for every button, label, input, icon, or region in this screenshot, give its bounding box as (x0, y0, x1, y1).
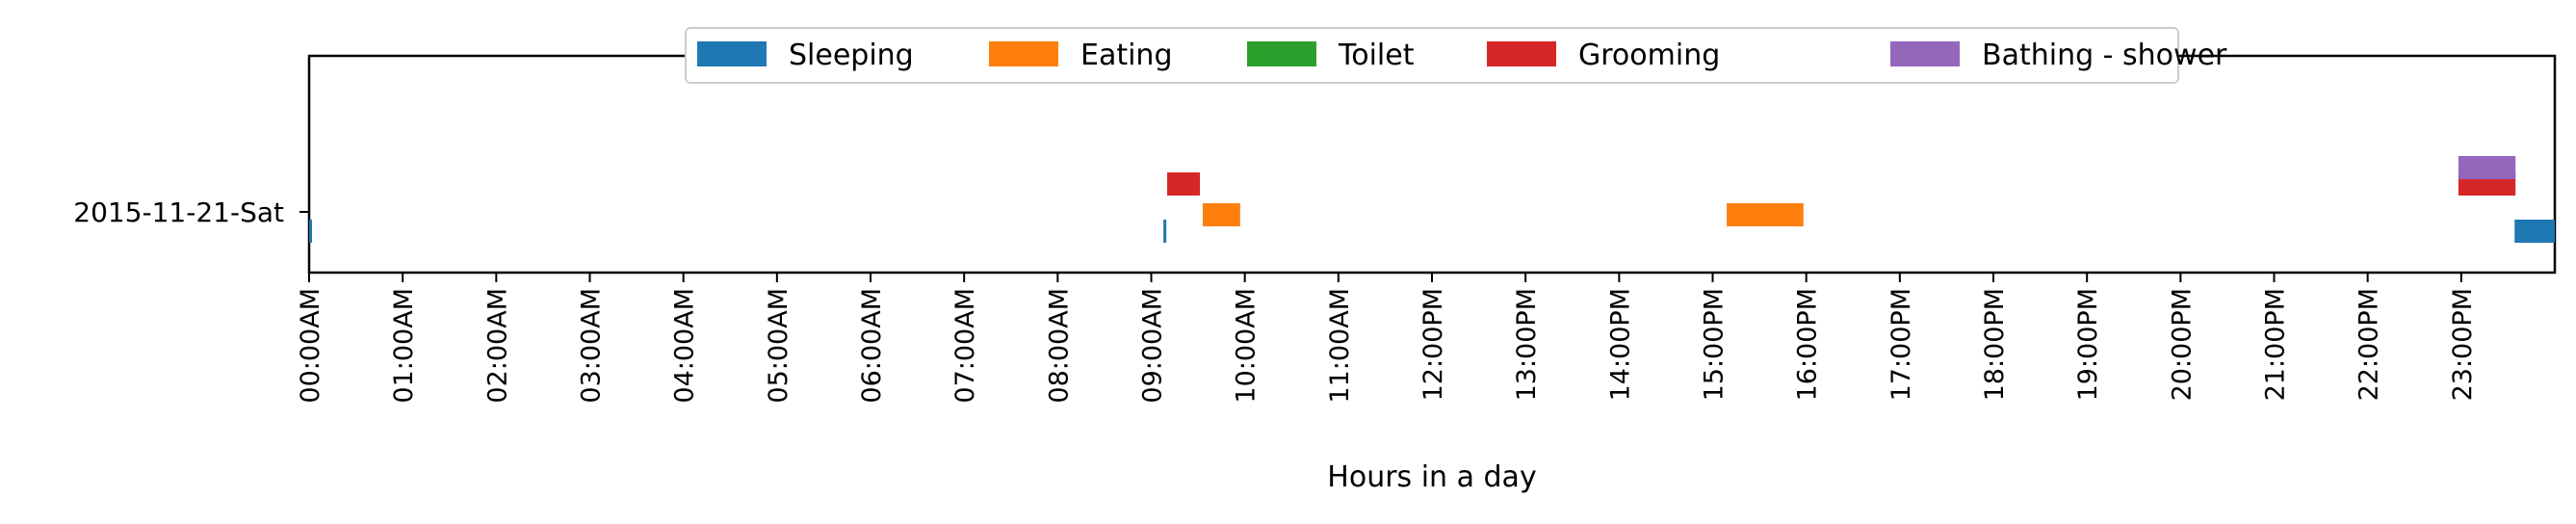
x-tick-label: 22:00PM (2355, 288, 2384, 401)
y-axis: 2015-11-21-Sat (73, 196, 309, 228)
x-tick-label: 12:00PM (1418, 288, 1448, 401)
legend-label: Grooming (1578, 39, 1720, 72)
x-tick-label: 18:00PM (1980, 288, 2010, 401)
legend-label: Eating (1080, 39, 1173, 72)
x-tick-label: 21:00PM (2261, 288, 2291, 401)
bar-sleeping (309, 220, 312, 243)
x-tick-label: 10:00AM (1232, 288, 1262, 404)
x-axis-label: Hours in a day (1327, 460, 1536, 494)
legend-swatch (1487, 41, 1556, 66)
x-tick-label: 23:00PM (2448, 288, 2478, 401)
bar-grooming (1167, 172, 1201, 196)
x-tick-label: 16:00PM (1793, 288, 1823, 401)
legend-frame (685, 27, 2179, 84)
legend-label: Sleeping (789, 39, 914, 72)
x-tick-label: 06:00AM (857, 288, 887, 404)
bar-sleeping (2514, 220, 2555, 243)
x-tick-label: 13:00PM (1512, 288, 1542, 401)
legend-swatch (1890, 41, 1960, 66)
x-tick-label: 07:00AM (950, 288, 980, 404)
x-tick-label: 14:00PM (1605, 288, 1635, 401)
legend-label: Bathing - shower (1982, 39, 2227, 72)
legend-swatch (697, 41, 767, 66)
x-tick-label: 03:00AM (577, 288, 607, 404)
x-tick-label: 04:00AM (670, 288, 700, 404)
x-tick-label: 19:00PM (2073, 288, 2103, 401)
bar-eating (1202, 203, 1240, 226)
legend-swatch (1247, 41, 1316, 66)
x-tick-label: 00:00AM (296, 288, 325, 404)
x-tick-label: 15:00PM (1700, 288, 1730, 401)
legend: Sleeping Eating Toilet Grooming Bathing - sh… (685, 27, 2227, 84)
x-tick-label: 09:00AM (1138, 288, 1168, 404)
legend-label: Toilet (1338, 39, 1415, 72)
bar-eating (1727, 203, 1804, 226)
plot-area (307, 54, 2557, 275)
x-tick-label: 02:00AM (482, 288, 512, 404)
x-tick-label: 20:00PM (2167, 288, 2197, 401)
bar-sleeping (1163, 220, 1167, 243)
legend-swatch (989, 41, 1058, 66)
y-tick-label: 2015-11-21-Sat (73, 196, 284, 228)
x-tick-label: 08:00AM (1044, 288, 1074, 404)
bars-layer (309, 156, 2555, 243)
x-tick-label: 05:00AM (764, 288, 794, 404)
x-tick-label: 17:00PM (1886, 288, 1916, 401)
x-tick-label: 11:00AM (1325, 288, 1355, 404)
x-tick-label: 01:00AM (389, 288, 419, 404)
bar-bathing-shower (2458, 156, 2516, 179)
x-axis: 00:00AM 01:00AM 02:00AM 03:00AM 04:00AM 05:00… (296, 273, 2478, 404)
